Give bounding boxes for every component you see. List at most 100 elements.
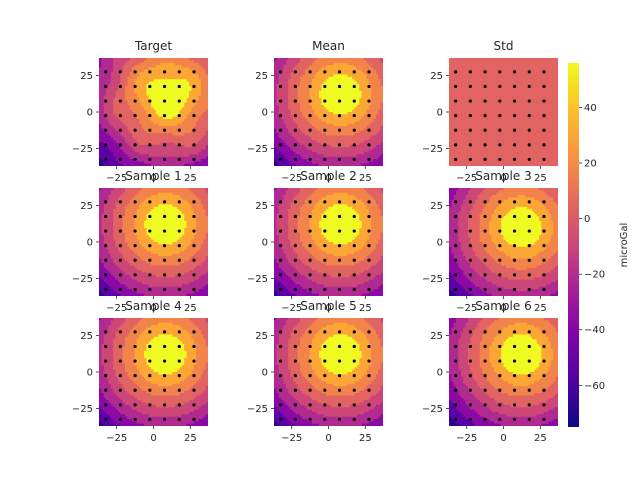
contour-cell <box>205 130 208 134</box>
contour-cell <box>330 149 334 153</box>
contour-cell <box>184 133 188 136</box>
contour-cell <box>113 116 116 120</box>
contour-cell <box>132 109 135 113</box>
contour-cell <box>333 95 337 99</box>
contour-cell <box>181 95 185 99</box>
contour-cell <box>302 144 306 148</box>
contour-cell <box>352 119 355 122</box>
contour-cell <box>321 114 325 118</box>
contour-cell <box>342 144 346 148</box>
contour-cell <box>141 62 145 66</box>
contour-cell <box>373 142 377 146</box>
contour-cell <box>155 151 159 155</box>
station-point <box>512 84 517 89</box>
contour-cell <box>155 109 159 113</box>
contour-cell <box>316 97 320 101</box>
contour-cell <box>196 161 199 165</box>
contour-cell <box>295 154 299 158</box>
contour-cell <box>337 65 341 68</box>
contour-cell <box>375 76 379 80</box>
contour-cell <box>125 60 128 64</box>
contour-cell <box>117 72 121 75</box>
contour-cell <box>108 190 112 194</box>
contour-cell <box>323 126 327 129</box>
contour-cell <box>158 119 162 122</box>
contour-cell <box>127 192 131 196</box>
contour-cell <box>380 93 383 96</box>
station-point <box>308 84 312 89</box>
contour-cell <box>177 109 180 113</box>
contour-cell <box>120 119 124 122</box>
contour-cell <box>141 135 145 139</box>
contour-cell <box>170 102 173 106</box>
contour-cell <box>340 76 344 80</box>
contour-cell <box>127 121 131 125</box>
contour-cell <box>117 161 121 165</box>
contour-cell <box>347 97 351 101</box>
contour-cell <box>122 67 126 71</box>
contour-cell <box>205 156 208 160</box>
contour-cell <box>165 102 169 106</box>
contour-cell <box>290 65 294 68</box>
contour-cell <box>162 149 166 153</box>
contour-cell <box>304 128 308 132</box>
contour-cell <box>292 102 296 106</box>
contour-cell <box>106 109 109 113</box>
contour-cell <box>146 104 150 108</box>
contour-cell <box>170 93 173 96</box>
contour-cell <box>378 107 382 111</box>
contour-cell <box>162 140 166 143</box>
contour-cell <box>108 291 112 295</box>
contour-cell <box>200 144 204 148</box>
contour-cell <box>139 144 143 148</box>
contour-cell <box>285 123 289 127</box>
contour-cell <box>189 100 192 104</box>
contour-cell <box>125 284 128 288</box>
contour-cell <box>153 158 157 162</box>
contour-cell <box>342 151 346 155</box>
contour-cell <box>333 158 337 162</box>
contour-cell <box>340 109 344 113</box>
contour-cell <box>184 102 188 106</box>
contour-cell <box>106 197 109 201</box>
contour-cell <box>309 126 313 129</box>
contour-cell <box>189 154 192 158</box>
contour-cell <box>110 123 114 127</box>
contour-cell <box>285 119 289 122</box>
contour-cell <box>304 86 308 89</box>
contour-cell <box>189 79 192 82</box>
contour-cell <box>101 104 105 108</box>
contour-cell <box>283 90 287 94</box>
contour-cell <box>200 130 204 134</box>
contour-cell <box>110 253 114 257</box>
contour-cell <box>155 69 159 73</box>
y-tick-label: −25 <box>247 144 268 155</box>
contour-cell <box>158 88 162 92</box>
contour-cell <box>352 62 355 66</box>
contour-cell <box>281 140 284 143</box>
contour-cell <box>361 100 365 104</box>
contour-cell <box>174 112 178 115</box>
contour-cell <box>108 97 112 101</box>
contour-cell <box>345 83 348 87</box>
contour-cell <box>144 130 147 134</box>
contour-cell <box>345 104 348 108</box>
contour-cell <box>311 81 315 85</box>
contour-cell <box>290 142 294 146</box>
contour-cell <box>380 116 383 120</box>
contour-cell <box>122 69 126 73</box>
contour-cell <box>274 128 277 132</box>
contour-cell <box>170 67 173 71</box>
contour-cell <box>205 88 208 92</box>
contour-cell <box>321 95 325 99</box>
contour-cell <box>328 81 332 85</box>
contour-cell <box>108 206 112 210</box>
contour-cell <box>148 102 152 106</box>
contour-cell <box>117 281 121 285</box>
contour-cell <box>117 144 121 148</box>
contour-cell <box>115 58 119 61</box>
contour-cell <box>170 86 173 89</box>
contour-cell <box>300 133 303 136</box>
contour-cell <box>160 74 164 78</box>
contour-cell <box>359 88 363 92</box>
